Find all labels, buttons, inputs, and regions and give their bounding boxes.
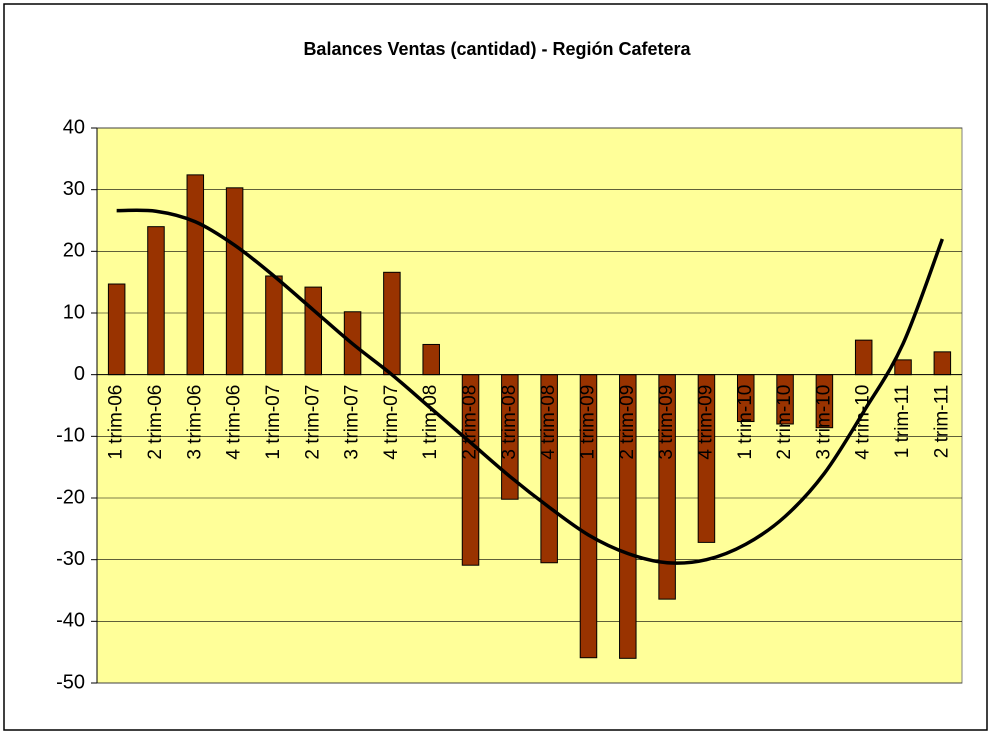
y-tick-label: -20	[56, 486, 85, 508]
bar	[894, 359, 912, 376]
chart-title: Balances Ventas (cantidad) - Región Cafe…	[303, 39, 691, 59]
bar	[107, 283, 126, 376]
y-tick-label: 40	[63, 116, 85, 138]
x-tick-label: 1 trim-08	[420, 385, 441, 460]
y-tick-label: 10	[63, 301, 85, 323]
x-tick-label: 4 trim-07	[381, 385, 402, 460]
x-tick-label: 1 trim-06	[106, 385, 127, 460]
bar	[186, 174, 205, 376]
bar	[147, 226, 165, 376]
x-tick-label: 2 trim-07	[302, 385, 323, 460]
y-tick-label: -10	[56, 425, 85, 447]
x-tick-label: 3 trim-09	[656, 385, 677, 460]
x-tick-label: 1 trim-10	[735, 385, 756, 460]
y-tick-label: 0	[74, 363, 85, 385]
bar	[265, 275, 283, 376]
x-tick-label: 1 trim-09	[577, 385, 598, 460]
bar	[383, 271, 401, 376]
bar	[422, 343, 440, 376]
y-tick-label: 20	[63, 240, 85, 262]
x-tick-label: 2 trim-11	[931, 385, 952, 459]
x-tick-label: 1 trim-07	[263, 385, 284, 460]
x-tick-label: 2 trim-10	[774, 385, 795, 460]
bar	[854, 339, 873, 376]
y-tick-label: -30	[56, 548, 85, 570]
x-tick-label: 4 trim-06	[224, 385, 245, 460]
x-tick-label: 4 trim-08	[538, 385, 559, 460]
x-tick-label: 1 trim-11	[892, 385, 913, 459]
bar	[304, 286, 323, 376]
x-tick-label: 3 trim-06	[184, 385, 205, 460]
bar	[933, 351, 952, 376]
x-tick-label: 2 trim-08	[460, 385, 481, 460]
x-tick-label: 3 trim-08	[499, 385, 520, 460]
y-tick-label: 30	[63, 178, 85, 200]
x-tick-label: 2 trim-06	[145, 385, 166, 460]
x-tick-label: 3 trim-10	[813, 385, 834, 460]
trendline	[116, 208, 944, 565]
y-tick-label: -40	[56, 610, 85, 632]
x-tick-label: 4 trim-09	[695, 385, 716, 460]
y-tick-label: -50	[56, 671, 85, 693]
x-tick-label: 3 trim-07	[342, 385, 363, 460]
x-tick-label: 2 trim-09	[617, 385, 638, 460]
bar	[225, 187, 244, 376]
